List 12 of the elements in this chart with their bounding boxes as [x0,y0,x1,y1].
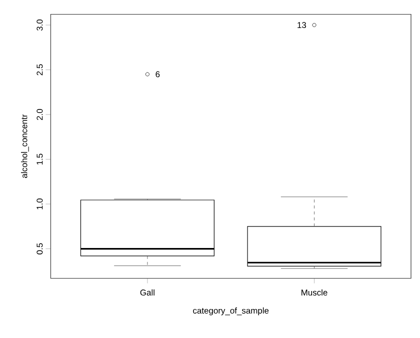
y-tick-label: 3.0 [36,19,43,31]
annotation: 13 [298,22,306,28]
x-tick-label: Gall [140,289,154,296]
y-tick-label: 0.5 [36,243,43,254]
y-tick-label: 1.5 [36,154,43,165]
x-axis-title: category_of_sample [193,307,269,316]
y-tick-label: 2.0 [36,108,43,120]
y-axis-title: alcohol_concentr [21,114,29,178]
y-tick-label: 1.0 [36,198,43,210]
y-tick-label: 2.5 [36,64,43,76]
annotation: 6 [156,71,160,78]
x-tick-label: Muscle [302,289,328,296]
